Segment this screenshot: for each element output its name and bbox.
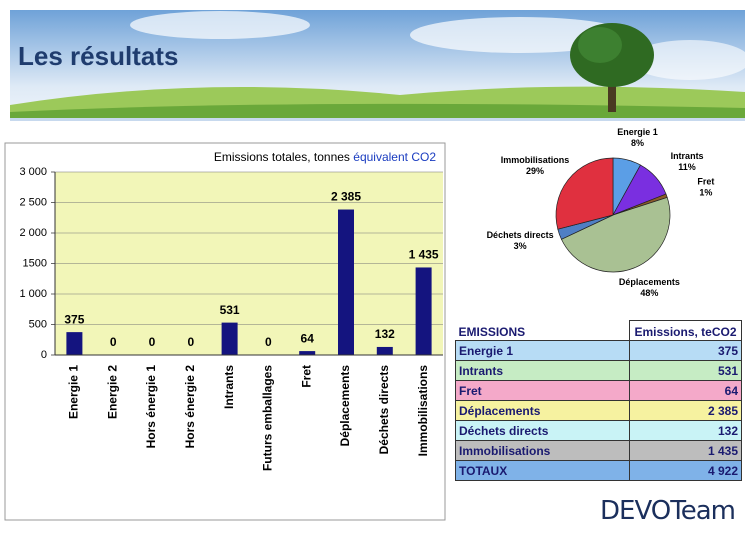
bar xyxy=(222,323,238,355)
table-cell: 375 xyxy=(630,341,742,361)
value-label: 132 xyxy=(375,327,395,341)
value-label: 0 xyxy=(265,335,272,349)
x-tick-label: Fret xyxy=(299,365,313,388)
pie-value-label: 1% xyxy=(699,188,712,198)
x-tick-label: Energie 2 xyxy=(105,365,119,419)
y-tick-label: 2 000 xyxy=(19,227,47,239)
value-label: 0 xyxy=(110,335,117,349)
header-cell: EMISSIONS xyxy=(456,321,630,341)
header-cell: Emissions, teCO2 xyxy=(630,321,742,341)
x-tick-label: Déplacements xyxy=(338,365,352,447)
value-label: 0 xyxy=(187,335,194,349)
value-label: 2 385 xyxy=(331,190,361,204)
value-label: 531 xyxy=(220,303,240,317)
table-cell: Immobilisations xyxy=(456,441,630,461)
pie-label: Immobilisations xyxy=(501,155,570,165)
x-tick-label: Intrants xyxy=(222,365,236,409)
y-tick-label: 3 000 xyxy=(19,166,47,178)
pie-label: Déchets directs xyxy=(487,230,554,240)
value-label: 64 xyxy=(301,331,315,345)
value-label: 375 xyxy=(64,312,84,326)
bar xyxy=(416,267,432,355)
x-tick-label: Energie 1 xyxy=(67,365,81,419)
pie-value-label: 11% xyxy=(678,162,696,172)
y-tick-label: 1 000 xyxy=(19,288,47,300)
table-cell: TOTAUX xyxy=(456,461,630,481)
pie-label: Intrants xyxy=(671,151,704,161)
x-tick-label: Hors énergie 2 xyxy=(183,365,197,449)
pie-value-label: 29% xyxy=(526,166,544,176)
table-cell: 1 435 xyxy=(630,441,742,461)
pie-value-label: 48% xyxy=(640,288,658,298)
bar-chart-title: Emissions totales, tonnes équivalent CO2 xyxy=(214,150,436,164)
y-tick-label: 0 xyxy=(41,349,47,361)
y-tick-label: 2 500 xyxy=(19,196,47,208)
pie-value-label: 8% xyxy=(631,138,644,148)
table-cell: Déplacements xyxy=(456,401,630,421)
title-highlight: équivalent CO2 xyxy=(353,150,436,164)
table-cell: Déchets directs xyxy=(456,421,630,441)
table-cell: Intrants xyxy=(456,361,630,381)
x-tick-label: Hors énergie 1 xyxy=(144,365,158,449)
value-label: 1 435 xyxy=(409,248,439,262)
pie-label: Fret xyxy=(697,177,714,187)
table-cell: 132 xyxy=(630,421,742,441)
logo: DEVOTeam xyxy=(600,496,735,526)
table-cell: 64 xyxy=(630,381,742,401)
table-cell: 4 922 xyxy=(630,461,742,481)
x-tick-label: Immobilisations xyxy=(416,365,430,457)
table-cell: 2 385 xyxy=(630,401,742,421)
bar xyxy=(299,351,315,355)
y-tick-label: 1500 xyxy=(23,257,47,269)
y-tick-label: 500 xyxy=(29,318,47,330)
title-part: Emissions totales, tonnes xyxy=(214,150,350,164)
page: Les résultats Emissions totales, tonnes … xyxy=(0,0,745,534)
pie-value-label: 3% xyxy=(514,241,527,251)
pie-label: Energie 1 xyxy=(617,127,658,137)
x-tick-label: Futurs emballages xyxy=(261,365,275,471)
table-cell: Energie 1 xyxy=(456,341,630,361)
bar xyxy=(377,347,393,355)
slide-title: Les résultats xyxy=(18,41,178,71)
pie-label: Déplacements xyxy=(619,277,680,287)
bar xyxy=(338,210,354,355)
table-cell: 531 xyxy=(630,361,742,381)
x-tick-label: Déchets directs xyxy=(377,365,391,455)
bar xyxy=(66,332,82,355)
table-cell: Fret xyxy=(456,381,630,401)
value-label: 0 xyxy=(149,335,156,349)
